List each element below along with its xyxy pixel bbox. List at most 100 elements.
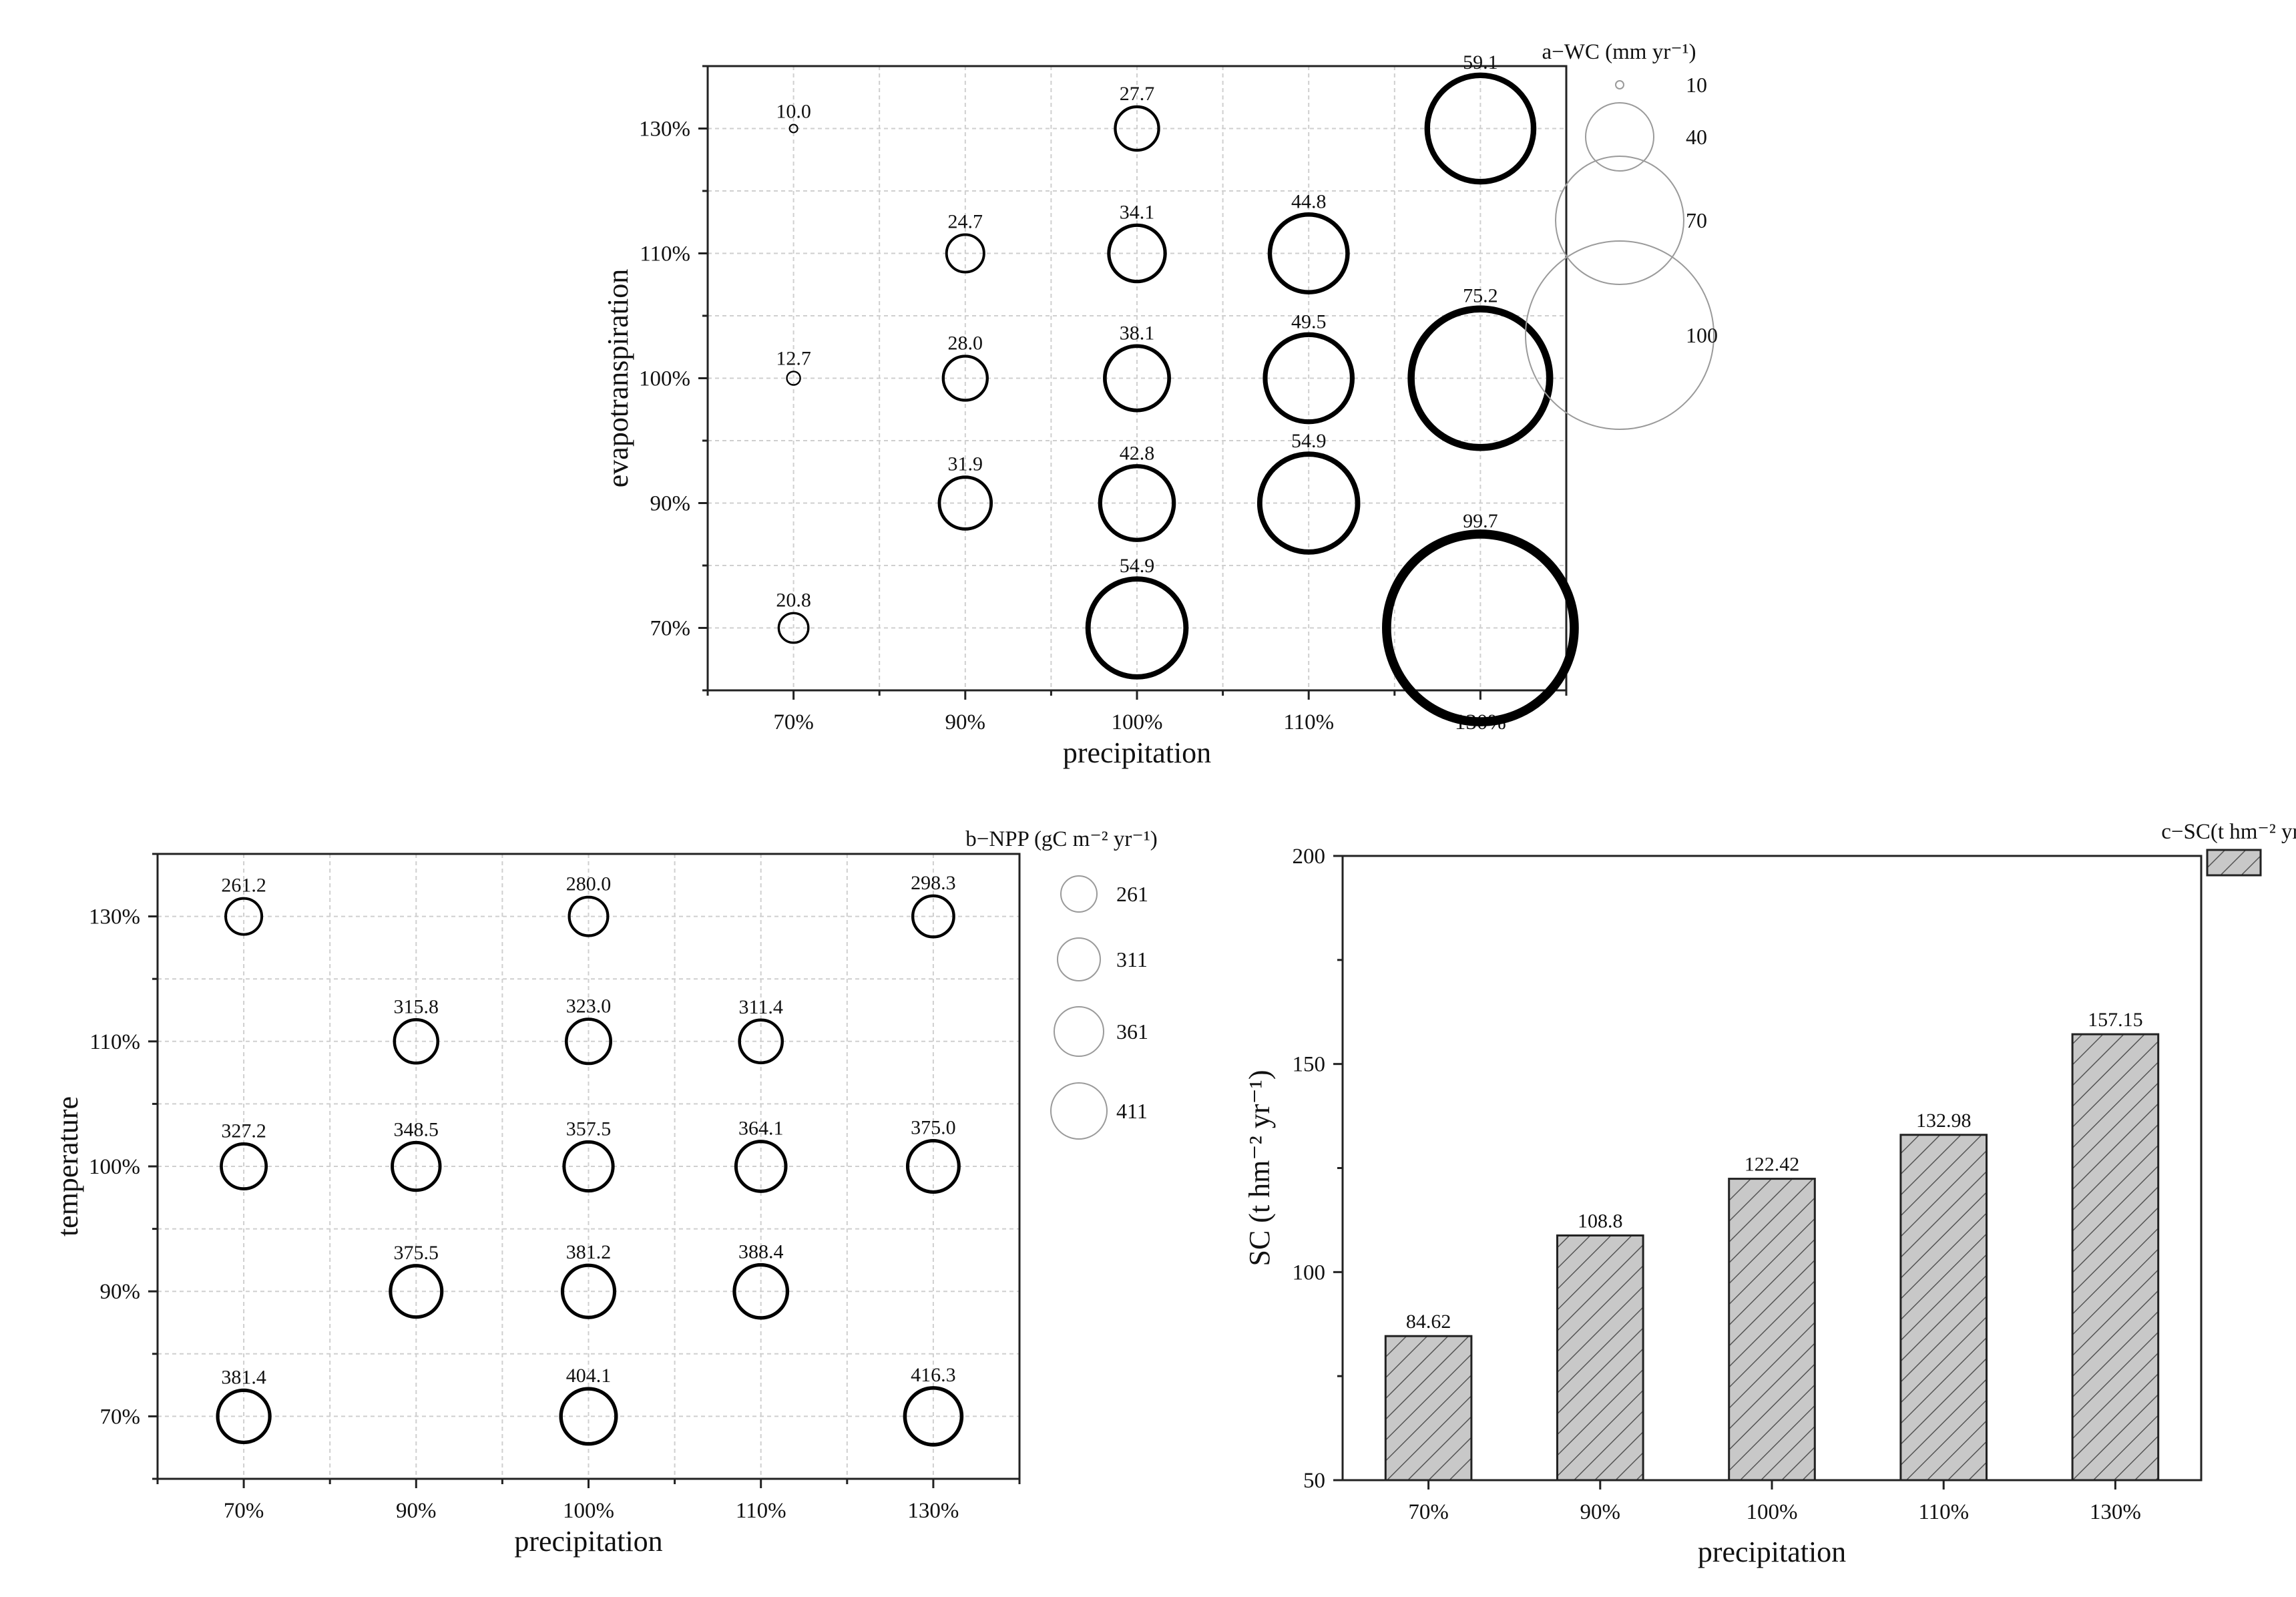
legend-title: c−SC(t hm⁻² yr⁻¹) xyxy=(2161,820,2296,844)
bubble-value-label: 261.2 xyxy=(221,875,266,897)
bar-value-label: 108.8 xyxy=(1578,1210,1623,1232)
bubble-point xyxy=(788,124,798,134)
bubble-point xyxy=(220,1142,268,1190)
x-axis-title: precipitation xyxy=(514,1525,662,1558)
x-tick-label: 90% xyxy=(396,1499,437,1523)
bubble-point xyxy=(945,233,985,274)
y-axis-title: evapotranspiration xyxy=(602,269,634,487)
bar-value-label: 132.98 xyxy=(1916,1110,1972,1132)
bar xyxy=(1899,1134,1988,1481)
bubble-point xyxy=(1098,464,1176,542)
bubble-value-label: 315.8 xyxy=(394,995,439,1017)
legend-size-bubble xyxy=(1615,80,1624,89)
y-tick-label: 90% xyxy=(650,492,691,516)
bubble-point xyxy=(1407,305,1554,451)
legend-size-label: 10 xyxy=(1686,73,1707,97)
bubble-point xyxy=(905,1139,961,1194)
bubble-value-label: 12.7 xyxy=(776,347,811,369)
x-axis-title: precipitation xyxy=(1063,736,1211,769)
bubble-value-label: 59.1 xyxy=(1463,51,1498,73)
bubble-value-label: 38.1 xyxy=(1120,322,1155,344)
x-tick-label: 70% xyxy=(773,710,814,734)
bubble-point xyxy=(1424,72,1537,185)
x-tick-label: 90% xyxy=(1580,1500,1621,1524)
legend-size-bubble xyxy=(1054,1006,1104,1057)
bubble-point xyxy=(941,355,989,402)
bar xyxy=(1384,1335,1473,1481)
bubble-point xyxy=(1267,212,1350,294)
bubble-point xyxy=(391,1140,442,1192)
bubble-point xyxy=(560,1263,617,1319)
bubble-point xyxy=(903,1386,964,1447)
bar-value-label: 122.42 xyxy=(1745,1154,1800,1176)
y-tick-label: 130% xyxy=(89,905,140,929)
x-tick-label: 100% xyxy=(1747,1500,1798,1524)
x-tick-label: 100% xyxy=(563,1499,614,1523)
bubble-value-label: 381.4 xyxy=(221,1366,266,1388)
x-tick-label: 130% xyxy=(907,1499,959,1523)
bubble-point xyxy=(1262,332,1355,425)
bar xyxy=(1728,1178,1816,1481)
bubble-value-label: 357.5 xyxy=(566,1118,612,1140)
bubble-point xyxy=(559,1387,618,1446)
sc-bar-chart: 50 100 150 200 84.62 70% 108.8 90% 122.42 100% 132… xyxy=(1243,820,2296,1568)
bubble-value-label: 381.2 xyxy=(566,1241,612,1263)
bubble-value-label: 34.1 xyxy=(1120,201,1155,223)
bubble-point xyxy=(911,894,955,939)
y-tick-label: 100% xyxy=(89,1155,140,1179)
legend-size-label: 70 xyxy=(1686,208,1707,232)
x-tick-label: 70% xyxy=(1408,1500,1449,1524)
bubble-value-label: 327.2 xyxy=(221,1120,266,1142)
bubble-point xyxy=(562,1140,615,1193)
legend-size-bubble xyxy=(1050,1082,1108,1140)
x-tick-label: 130% xyxy=(2090,1500,2141,1524)
bubble-point xyxy=(1103,344,1171,413)
x-tick-label: 90% xyxy=(945,710,986,734)
bubble-value-label: 416.3 xyxy=(911,1364,956,1386)
bubble-point xyxy=(567,895,610,937)
legend-size-label: 361 xyxy=(1116,1019,1148,1044)
y-tick-label: 150 xyxy=(1293,1053,1326,1077)
bubble-value-label: 27.7 xyxy=(1120,83,1155,105)
bubble-point xyxy=(734,1140,788,1193)
y-axis-title: SC (t hm⁻² yr⁻¹) xyxy=(1243,1070,1276,1266)
bubble-value-label: 10.0 xyxy=(776,101,811,123)
legend-title: a−WC (mm yr⁻¹) xyxy=(1542,40,1696,64)
bubble-value-label: 364.1 xyxy=(738,1118,784,1140)
bar-value-label: 84.62 xyxy=(1406,1311,1451,1333)
bubble-value-label: 404.1 xyxy=(566,1365,612,1387)
legend-size-label: 261 xyxy=(1116,882,1148,906)
bubble-value-label: 298.3 xyxy=(911,872,956,894)
bubble-point xyxy=(738,1018,784,1065)
legend-size-label: 100 xyxy=(1686,323,1718,347)
x-tick-label: 110% xyxy=(1918,1500,1969,1524)
legend-size-bubble xyxy=(1525,240,1714,430)
bubble-value-label: 54.9 xyxy=(1291,430,1327,452)
y-tick-label: 70% xyxy=(100,1405,141,1429)
bubble-point xyxy=(777,612,810,644)
x-tick-label: 110% xyxy=(1283,710,1334,734)
bubble-value-label: 75.2 xyxy=(1463,285,1498,307)
y-axis-title: temperature xyxy=(51,1096,84,1236)
bubble-value-label: 348.5 xyxy=(394,1118,439,1140)
bar xyxy=(1556,1234,1644,1481)
legend-size-label: 311 xyxy=(1116,947,1148,971)
wc-bubble-chart: 70% 90% 100% 110% 130%70%90%100%110%130%prec… xyxy=(602,40,1718,769)
y-tick-label: 130% xyxy=(639,118,690,142)
bubble-point xyxy=(1085,576,1189,680)
y-tick-label: 200 xyxy=(1293,845,1326,869)
bar xyxy=(2071,1033,2160,1481)
legend-title: b−NPP (gC m⁻² yr⁻¹) xyxy=(965,827,1157,851)
legend-swatch xyxy=(2206,849,2262,877)
bubble-value-label: 280.0 xyxy=(566,873,612,895)
legend-size-bubble xyxy=(1555,156,1684,285)
bubble-value-label: 24.7 xyxy=(948,210,983,232)
bubble-value-label: 31.9 xyxy=(948,453,983,475)
bubble-value-label: 28.0 xyxy=(948,332,983,355)
bubble-value-label: 311.4 xyxy=(739,996,783,1018)
bubble-value-label: 388.4 xyxy=(738,1240,784,1263)
legend-size-bubble xyxy=(1057,937,1101,981)
legend-size-label: 411 xyxy=(1116,1099,1148,1123)
y-tick-label: 70% xyxy=(650,617,691,641)
